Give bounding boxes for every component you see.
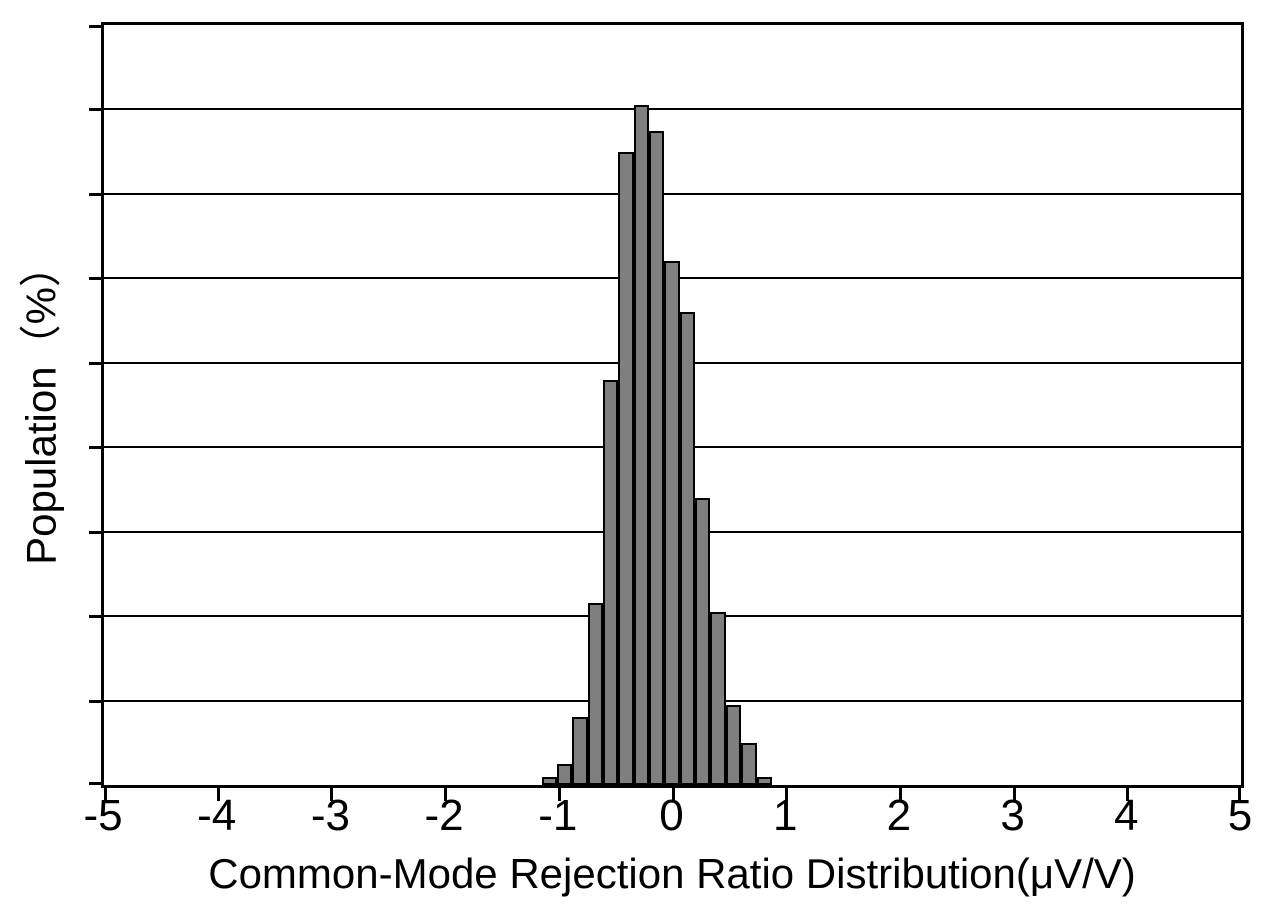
x-tick-label: 2 bbox=[886, 791, 912, 840]
gridline bbox=[104, 108, 1241, 110]
y-axis-tick bbox=[89, 782, 102, 785]
x-tick-label: -3 bbox=[310, 791, 350, 840]
histogram-bar bbox=[587, 603, 604, 785]
histogram-bar bbox=[556, 764, 573, 785]
x-axis-tick bbox=[899, 788, 902, 801]
histogram-bar bbox=[695, 498, 711, 785]
histogram-bar bbox=[633, 105, 650, 785]
histogram-bar bbox=[649, 131, 665, 785]
histogram-bar bbox=[756, 777, 772, 785]
y-axis-label: Population（%） bbox=[17, 245, 65, 565]
y-axis-tick bbox=[89, 362, 102, 365]
x-axis-tick bbox=[785, 788, 788, 801]
histogram-bar bbox=[664, 261, 680, 785]
x-tick-label: -2 bbox=[424, 791, 464, 840]
x-tick-label: -1 bbox=[538, 791, 578, 840]
y-axis-tick bbox=[89, 531, 102, 534]
histogram-bar bbox=[725, 705, 742, 785]
x-axis-tick bbox=[330, 788, 333, 801]
y-axis-tick bbox=[89, 615, 102, 618]
histogram-bar bbox=[603, 380, 619, 785]
x-tick-label: 1 bbox=[772, 791, 798, 840]
x-tick-label: 4 bbox=[1114, 791, 1139, 840]
x-axis-tick bbox=[1126, 788, 1129, 801]
histogram-bar bbox=[541, 777, 557, 785]
x-tick-label: 3 bbox=[1000, 791, 1025, 840]
x-axis-tick bbox=[1013, 788, 1016, 801]
x-tick-label: 0 bbox=[659, 791, 684, 840]
x-tick-label: 5 bbox=[1227, 791, 1253, 840]
x-tick-label: -4 bbox=[197, 791, 237, 840]
y-axis-tick bbox=[89, 277, 102, 280]
histogram-bar bbox=[618, 152, 634, 785]
y-axis-tick bbox=[89, 700, 102, 703]
histogram-bar bbox=[679, 312, 696, 785]
x-axis-tick bbox=[217, 788, 220, 801]
x-axis-tick bbox=[672, 788, 675, 801]
x-axis-label: Common-Mode Rejection Ratio Distribution… bbox=[208, 850, 1136, 897]
x-axis-tick bbox=[1238, 788, 1241, 801]
y-axis-tick bbox=[89, 193, 102, 196]
histogram-bar bbox=[572, 717, 588, 785]
x-axis-tick bbox=[104, 788, 107, 801]
y-axis-tick bbox=[89, 446, 102, 449]
y-axis-tick bbox=[89, 108, 102, 111]
y-axis-tick bbox=[89, 25, 102, 28]
x-tick-label: -5 bbox=[83, 791, 123, 840]
gridline bbox=[104, 193, 1241, 195]
histogram-bar bbox=[741, 743, 757, 785]
plot-area bbox=[89, 22, 1244, 801]
histogram-bar bbox=[710, 612, 726, 785]
x-axis-tick bbox=[558, 788, 561, 801]
x-axis-tick bbox=[444, 788, 447, 801]
